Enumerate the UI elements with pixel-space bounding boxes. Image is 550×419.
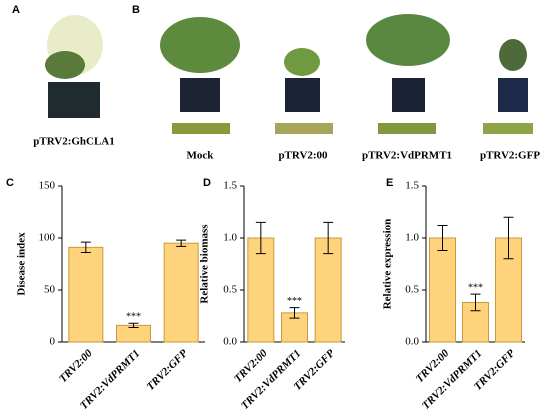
panel-label: D [203,177,211,189]
y-axis-title: Relative biomass [199,224,211,304]
error-bar [80,241,91,254]
panel-label: B [132,4,140,16]
bar [429,237,456,343]
error-bar [128,322,139,328]
y-tick-label: 1.0 [405,232,419,244]
x-tick-label: TRV2:00 [57,347,95,385]
stem-section [172,123,230,134]
y-tick-label: 0.0 [405,336,419,348]
stem-section [483,123,533,134]
error-bar [176,239,187,247]
panel-label: E [386,177,393,189]
y-tick-label: 50 [44,284,56,296]
significance-label: *** [126,312,141,323]
panel-label: A [12,4,20,16]
photo-caption: pTRV2:00 [278,150,328,162]
plant-leaves [160,17,240,73]
plant-leaves [499,39,527,71]
significance-label: *** [287,296,302,307]
y-tick-label: 0 [50,336,56,348]
y-tick-label: 0.5 [405,284,419,296]
photos [45,14,533,134]
y-tick-label: 0.0 [223,336,237,348]
x-tick-label: TRV2:VdPRMT1 [420,347,485,412]
y-tick-label: 0.5 [223,284,237,296]
y-tick-label: 1.5 [405,180,419,192]
bar [163,242,199,343]
y-axis-title: Relative expression [382,219,394,310]
photo-caption: Mock [187,150,215,162]
stem-section [275,123,333,134]
pot [285,78,320,112]
error-bar [470,293,481,312]
error-bar [255,221,266,255]
plant-leaves [366,14,450,66]
pot [48,82,100,118]
bar [68,246,104,343]
y-tick-label: 1.0 [223,232,237,244]
stem-section [378,123,436,134]
error-bar [503,216,514,260]
pot [498,78,528,112]
error-bar [437,225,448,251]
x-tick-label: TRV2:GFP [145,347,191,393]
y-axis-title: Disease index [16,232,28,296]
significance-label: *** [468,282,483,293]
bar [314,237,342,343]
x-tick-label: TRV2:VdPRMT1 [239,347,304,412]
panel-label: C [6,177,14,189]
photo-caption: pTRV2:VdPRMT1 [362,150,452,162]
plant-leaves [284,48,320,76]
pot [180,78,220,112]
plant-leaves [45,51,85,79]
photo-caption: pTRV2:GFP [480,150,540,162]
error-bar [289,307,300,319]
y-tick-label: 1.5 [223,180,237,192]
y-tick-label: 150 [39,180,56,192]
bar [247,237,275,343]
pot [392,78,425,112]
photo-caption: pTRV2:GhCLA1 [33,136,115,148]
error-bar [323,221,334,255]
y-tick-label: 100 [39,232,56,244]
